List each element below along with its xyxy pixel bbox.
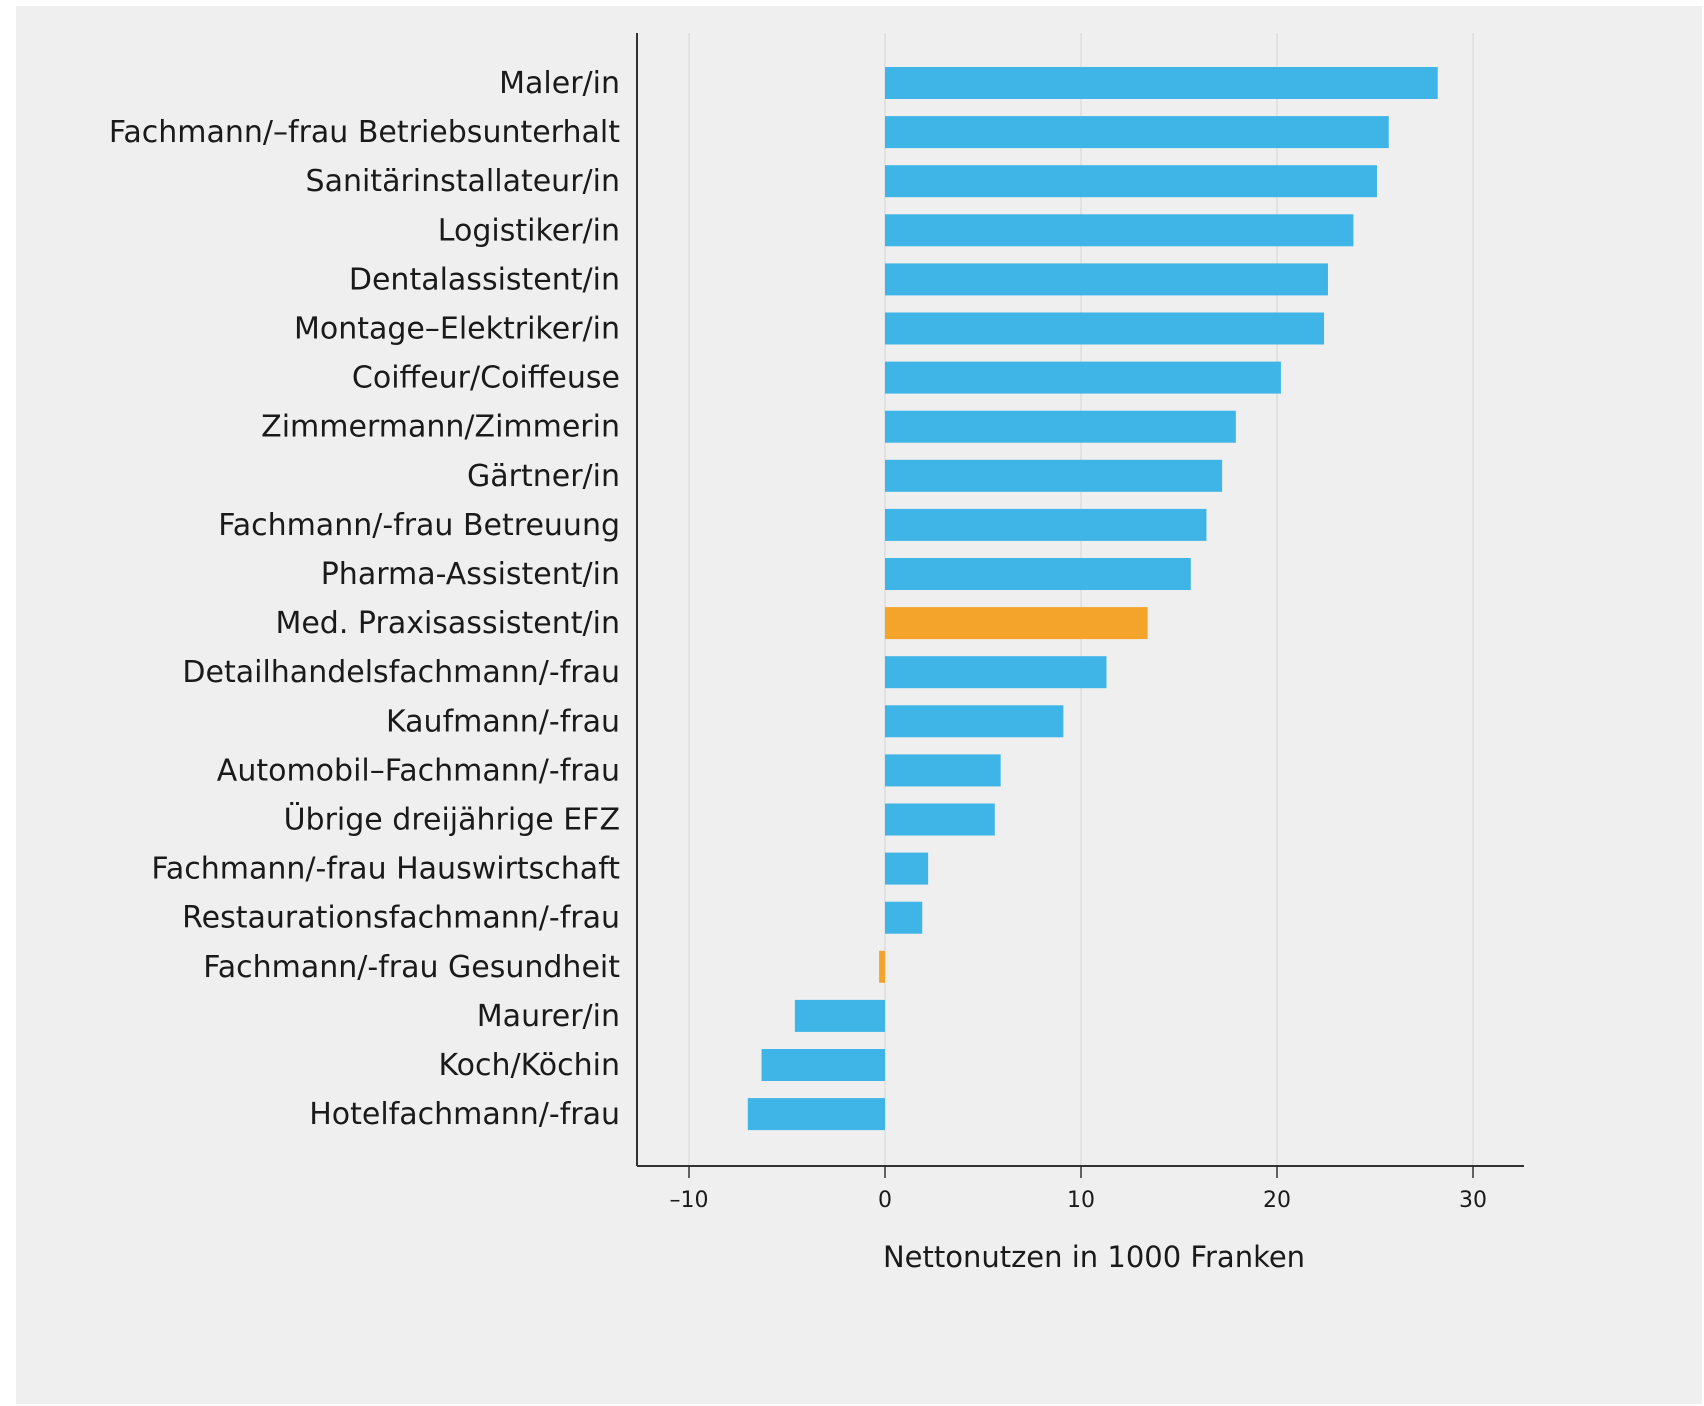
x-tick-label: 0 — [878, 1188, 892, 1213]
category-label: Zimmermann/Zimmerin — [261, 410, 620, 445]
grid-lines — [688, 33, 1474, 1166]
bar — [885, 214, 1354, 247]
bar — [885, 901, 923, 934]
bar — [885, 165, 1377, 198]
x-tick-label: 20 — [1263, 1188, 1291, 1213]
bar — [885, 607, 1148, 640]
bar — [885, 312, 1325, 345]
bar — [885, 67, 1438, 99]
x-tick-label: 30 — [1459, 1188, 1487, 1213]
bar — [885, 558, 1191, 590]
chart-panel: Maler/in Fachmann/–frau Betriebsunterhalt… — [16, 6, 1702, 1404]
category-label: Fachmann/–frau Betriebsunterhalt — [109, 115, 620, 150]
bar — [885, 508, 1207, 541]
bar — [879, 950, 885, 983]
category-label: Hotelfachmann/-frau — [309, 1097, 620, 1132]
bars — [747, 67, 1438, 1131]
bar — [885, 361, 1281, 394]
category-label: Med. Praxisassistent/in — [275, 606, 620, 641]
bar — [885, 410, 1236, 443]
category-label: Automobil–Fachmann/-frau — [217, 753, 620, 788]
bar — [885, 459, 1223, 492]
bar — [885, 263, 1328, 296]
category-label: Maurer/in — [477, 999, 620, 1034]
category-label: Gärtner/in — [467, 459, 620, 494]
category-label: Detailhandelsfachmann/-frau — [182, 655, 620, 690]
bar — [885, 754, 1001, 787]
bar — [885, 852, 929, 885]
x-tick-label: 10 — [1067, 1188, 1095, 1213]
bar — [885, 656, 1107, 689]
category-label: Übrige dreijährige EFZ — [284, 802, 620, 838]
bar — [747, 1098, 885, 1131]
category-label: Fachmann/-frau Hauswirtschaft — [151, 852, 620, 887]
category-labels: Maler/in Fachmann/–frau Betriebsunterhalt… — [109, 66, 620, 1132]
bar — [794, 999, 885, 1032]
category-label: Montage–Elektriker/in — [294, 312, 620, 347]
category-label: Restaurationsfachmann/-frau — [182, 901, 620, 936]
category-label: Logistiker/in — [438, 213, 620, 248]
bar — [885, 705, 1064, 738]
category-label: Sanitärinstallateur/in — [306, 164, 620, 199]
bar — [885, 803, 995, 836]
category-label: Kaufmann/-frau — [386, 704, 620, 739]
category-label: Fachmann/-frau Gesundheit — [203, 950, 620, 985]
x-tick-label: –10 — [670, 1188, 709, 1213]
category-label: Koch/Köchin — [438, 1048, 620, 1083]
category-label: Pharma-Assistent/in — [321, 557, 620, 592]
category-label: Fachmann/-frau Betreuung — [218, 508, 620, 543]
category-label: Maler/in — [499, 66, 620, 101]
x-axis-title: Nettonutzen in 1000 Franken — [883, 1240, 1305, 1274]
bar — [761, 1049, 885, 1081]
axes: –10 0 10 20 30 — [636, 33, 1524, 1213]
bar — [885, 116, 1389, 149]
bar-chart: Maler/in Fachmann/–frau Betriebsunterhalt… — [109, 33, 1524, 1274]
category-label: Dentalassistent/in — [349, 262, 620, 297]
category-label: Coiffeur/Coiffeuse — [352, 361, 620, 396]
